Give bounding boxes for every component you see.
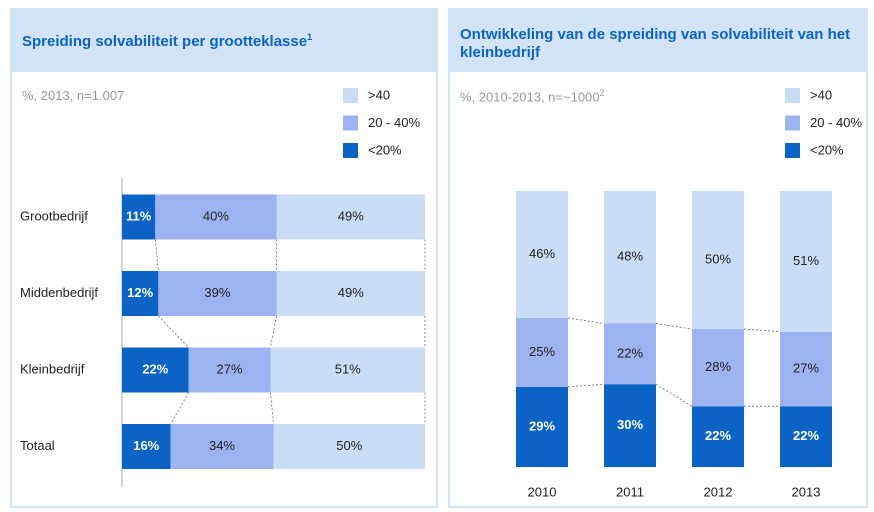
panel: Spreiding solvabiliteit per grootteklass… (10, 8, 438, 508)
x-tick-label: 2011 (616, 484, 644, 499)
data-label: 48% (617, 249, 643, 264)
bar-segment (516, 191, 568, 318)
data-label: 16% (133, 438, 159, 453)
bar-segment (692, 191, 744, 329)
connector (567, 383, 605, 388)
data-label: 11% (126, 208, 152, 223)
data-label: 50% (705, 251, 731, 266)
bar-segment (155, 194, 277, 240)
x-tick-label: 2013 (792, 484, 821, 499)
data-label: 40% (203, 208, 229, 223)
bar-segment (122, 347, 189, 393)
y-tick-label: Kleinbedrijf (20, 361, 85, 376)
subtitle: %, 2010-2013, n=~1000 (460, 89, 600, 105)
legend-swatch (343, 143, 358, 158)
data-label: 27% (793, 360, 819, 375)
data-label: 50% (336, 438, 362, 453)
data-label: 27% (217, 361, 243, 376)
connector (154, 239, 159, 272)
bar-segment (780, 406, 832, 467)
legend-swatch (785, 115, 800, 131)
bar-segment (170, 424, 274, 469)
bar-segment (122, 271, 159, 316)
connector (270, 392, 274, 425)
panel: Ontwikkeling van de spreiding van solvab… (448, 8, 868, 508)
panel-header: Ontwikkeling van de spreiding van solvab… (450, 10, 866, 72)
subtitle-wrap: %, 2010-2013, n=~10002 (460, 88, 605, 104)
bar-segment (270, 347, 425, 393)
bar-segment (276, 271, 425, 316)
bar-segment (273, 424, 425, 469)
data-label: 22% (793, 428, 819, 443)
data-label: 51% (335, 361, 361, 376)
bar-segment (276, 194, 425, 240)
connector (655, 383, 693, 407)
data-label: 39% (204, 285, 230, 300)
subtitle: %, 2013, n=1.007 (22, 88, 125, 103)
data-label: 49% (338, 208, 364, 223)
x-tick-label: 2012 (704, 484, 733, 499)
legend-swatch (343, 115, 358, 131)
chart-title: Ontwikkeling van de spreiding van solvab… (460, 26, 851, 61)
legend-swatch (343, 88, 358, 103)
data-label: 22% (705, 428, 731, 443)
bar-segment (604, 323, 656, 385)
connector (743, 328, 781, 333)
bar-segment (692, 406, 744, 467)
data-label: 22% (142, 361, 168, 376)
data-label: 46% (529, 246, 555, 261)
data-label: 49% (338, 285, 364, 300)
panel-header: Spreiding solvabiliteit per grootteklass… (12, 10, 436, 72)
legend-swatch (785, 88, 800, 103)
bar-segment (516, 386, 568, 467)
data-label: 12% (127, 285, 153, 300)
data-label: 25% (529, 344, 555, 359)
data-label: 22% (617, 345, 643, 360)
data-label: 51% (793, 253, 819, 268)
bar-segment (692, 329, 744, 407)
y-tick-label: Middenbedrijf (20, 285, 98, 300)
y-tick-label: Totaal (20, 438, 55, 453)
legend-swatch (785, 143, 800, 158)
bar-segment (122, 194, 156, 240)
x-tick-label: 2010 (528, 484, 557, 499)
bar-segment (158, 271, 277, 316)
footnote-mark: 1 (307, 32, 313, 42)
bar-segment (780, 191, 832, 332)
bar-segment (122, 424, 171, 469)
connector (158, 315, 189, 348)
legend-label: 20 - 40% (810, 115, 862, 130)
connector (567, 317, 605, 324)
bar-segment (604, 191, 656, 324)
chart-title: Spreiding solvabiliteit per grootteklass… (22, 33, 308, 50)
footnote-mark: 2 (599, 88, 605, 98)
connector (170, 392, 190, 425)
data-label: 28% (705, 359, 731, 374)
connector (655, 323, 693, 330)
legend-label: >40 (368, 87, 390, 102)
legend-label: <20% (810, 142, 844, 157)
legend-label: <20% (368, 142, 402, 157)
legend-label: >40 (810, 87, 832, 102)
bar-segment (516, 317, 568, 387)
legend-label: 20 - 40% (368, 115, 420, 130)
connector (270, 315, 277, 348)
bar-segment (780, 331, 832, 407)
bar-segment (604, 384, 656, 467)
data-label: 34% (209, 438, 235, 453)
bar-segment (188, 347, 271, 393)
data-label: 30% (617, 417, 643, 432)
data-label: 29% (529, 418, 555, 433)
y-tick-label: Grootbedrijf (20, 208, 88, 223)
